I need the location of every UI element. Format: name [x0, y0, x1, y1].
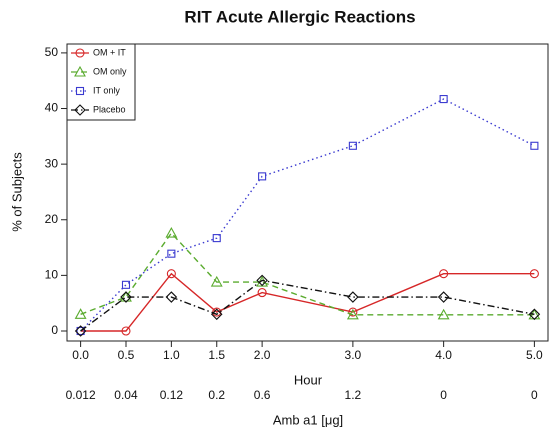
x-tick-label: 4.0	[435, 348, 452, 362]
marker	[165, 226, 178, 238]
marker	[439, 269, 449, 279]
series-line	[80, 98, 535, 332]
y-axis-label: % of Subjects	[9, 152, 24, 232]
marker	[121, 326, 131, 336]
x-tick-label: 1.5	[208, 348, 225, 362]
series-line	[80, 272, 535, 332]
secondary-x-tick-label: 0	[440, 388, 447, 402]
legend-label: OM only	[93, 66, 127, 76]
series-line	[80, 279, 535, 332]
secondary-x-tick-label: 0.12	[160, 388, 184, 402]
x-tick-label: 3.0	[345, 348, 362, 362]
y-tick-label: 50	[45, 45, 59, 59]
x-axis-label: Hour	[294, 372, 323, 387]
secondary-x-tick-label: 0	[531, 388, 538, 402]
x-tick-label: 0.5	[118, 348, 135, 362]
series-line	[80, 231, 535, 316]
y-tick-label: 20	[45, 212, 59, 226]
marker	[348, 307, 358, 317]
marker	[75, 86, 85, 96]
x-tick-label: 5.0	[526, 348, 543, 362]
marker	[437, 291, 450, 303]
marker	[121, 280, 131, 289]
secondary-x-tick-label: 0.012	[66, 388, 96, 402]
marker	[75, 48, 85, 58]
marker	[258, 172, 267, 181]
marker	[212, 234, 221, 243]
marker	[165, 291, 178, 303]
marker	[166, 269, 176, 279]
marker	[347, 291, 359, 303]
marker	[257, 288, 267, 298]
marker	[74, 325, 87, 337]
marker	[167, 249, 176, 258]
secondary-x-tick-label: 0.2	[208, 388, 225, 402]
x-tick-label: 2.0	[254, 348, 271, 362]
y-tick-label: 40	[45, 101, 59, 115]
legend-label: Placebo	[93, 104, 126, 114]
marker	[210, 275, 223, 287]
marker	[346, 308, 359, 320]
marker	[528, 308, 541, 321]
secondary-x-tick-label: 1.2	[345, 388, 362, 402]
y-tick-label: 30	[45, 156, 59, 170]
x-tick-label: 0.0	[72, 348, 89, 362]
marker	[529, 269, 539, 279]
marker	[256, 274, 268, 287]
marker	[439, 95, 448, 104]
legend-label: OM + IT	[93, 47, 126, 57]
marker	[74, 65, 86, 77]
chart-title: RIT Acute Allergic Reactions	[184, 7, 415, 26]
secondary-x-axis-label: Amb a1 [μg]	[273, 412, 343, 427]
marker	[210, 308, 223, 321]
plot-frame	[66, 43, 549, 342]
secondary-x-tick-label: 0.6	[254, 388, 271, 402]
y-tick-label: 10	[45, 268, 59, 282]
marker	[76, 326, 85, 336]
x-tick-label: 1.0	[163, 348, 180, 362]
legend-label: IT only	[93, 85, 120, 95]
y-tick-label: 0	[51, 323, 58, 337]
marker	[74, 104, 86, 116]
marker	[437, 308, 450, 320]
marker	[74, 308, 87, 319]
secondary-x-tick-label: 0.04	[114, 388, 138, 402]
marker	[120, 291, 132, 303]
marker	[348, 141, 357, 150]
marker	[530, 141, 539, 150]
